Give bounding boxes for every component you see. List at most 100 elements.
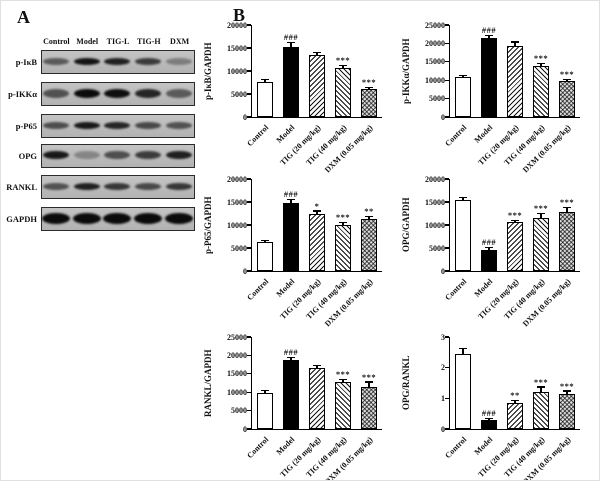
bar-dxm-0-05-mg-kg (559, 212, 575, 271)
lane-header-control: Control (43, 37, 70, 46)
y-tick-label: 2 (441, 363, 445, 373)
protein-band (135, 57, 162, 65)
error-bar-cap (459, 196, 467, 198)
significance-marker: *** (335, 212, 351, 223)
blot-row-label-p-ikk: p-IKKα (8, 89, 37, 99)
error-bar (368, 88, 370, 90)
y-tick-mark (247, 116, 251, 118)
bar-control (455, 353, 471, 429)
error-bar-cap (365, 87, 373, 89)
protein-band (73, 182, 100, 190)
bar-model (283, 202, 299, 271)
y-tick-mark (247, 354, 251, 356)
error-bar (566, 391, 568, 394)
y-tick-label: 5000 (231, 406, 247, 416)
protein-band (73, 121, 100, 129)
bar-tig-20-mg-kg (309, 213, 325, 271)
protein-band (42, 182, 69, 190)
significance-marker: *** (533, 53, 549, 64)
y-tick-label: 15000 (425, 197, 445, 207)
error-bar-cap (537, 62, 545, 65)
bar-tig-20-mg-kg (507, 402, 523, 429)
error-bar (290, 358, 292, 360)
y-tick-mark (445, 367, 449, 369)
error-bar (566, 208, 568, 213)
blot-strip-p-ikk (41, 82, 195, 106)
protein-band (42, 151, 69, 160)
error-bar-cap (511, 399, 519, 402)
significance-marker: * (314, 200, 320, 211)
protein-band (166, 88, 192, 98)
blot-row-label-p-p65: p-P65 (15, 121, 37, 131)
error-bar (462, 75, 464, 78)
y-tick-mark (247, 247, 251, 249)
bar-tig-40-mg-kg (335, 67, 351, 117)
error-bar (342, 380, 344, 382)
protein-band (166, 182, 192, 190)
protein-band (166, 121, 192, 129)
y-tick-label: 0 (243, 112, 247, 122)
y-tick-label: 20000 (227, 20, 247, 30)
plot-area: ### ** *** *** (449, 337, 580, 430)
bar-tig-20-mg-kg (507, 222, 523, 271)
western-blot-panel: Control Model TIG-L TIG-H DXM p-IκB p-IKKα p-P6… (1, 1, 236, 251)
chart-p-ikk-gapdh: p-IKKα/GAPDH 0 5000 10000 15000 20000 25000 ###… (397, 17, 597, 174)
protein-band (104, 88, 131, 98)
y-tick-mark (445, 270, 449, 272)
bar-tig-20-mg-kg (309, 55, 325, 117)
y-tick-label: 20000 (425, 174, 445, 184)
error-bar (488, 418, 490, 420)
error-bar-cap (485, 247, 493, 249)
error-bar-cap (537, 213, 545, 215)
bar-control (257, 392, 273, 429)
blot-strip-rankl (41, 175, 195, 199)
x-axis-labels: Control Model TIG (20 mg/kg) TIG (40 mg/kg)… (245, 118, 381, 174)
bar-dxm-0-05-mg-kg (559, 393, 575, 429)
y-axis-label: OPG/RANKL (401, 355, 411, 411)
y-tick-mark (247, 391, 251, 393)
y-tick-label: 5000 (231, 243, 247, 253)
y-tick-label: 25000 (425, 20, 445, 30)
y-tick-mark (247, 47, 251, 49)
y-tick-label: 15000 (227, 197, 247, 207)
y-tick-label: 3 (441, 332, 445, 342)
y-tick-label: 10000 (227, 220, 247, 230)
error-bar (264, 79, 266, 82)
bar-model (283, 47, 299, 117)
y-tick-mark (445, 201, 449, 203)
y-tick-mark (445, 116, 449, 118)
blot-strip-gapdh (41, 207, 195, 231)
protein-band (104, 151, 131, 160)
bar-dxm-0-05-mg-kg (559, 81, 575, 117)
protein-band (41, 212, 70, 224)
y-tick-label: 20000 (425, 38, 445, 48)
significance-marker: ### (283, 31, 299, 42)
error-bar-cap (261, 239, 269, 241)
y-tick-mark (445, 24, 449, 26)
bar-tig-40-mg-kg (533, 392, 549, 429)
y-tick-mark (445, 247, 449, 249)
protein-band (135, 88, 162, 98)
error-bar (290, 199, 292, 203)
protein-band (166, 57, 192, 65)
blot-row-label-gapdh: GAPDH (6, 214, 37, 224)
error-bar (514, 42, 516, 46)
y-tick-mark (445, 428, 449, 430)
significance-marker: ** (510, 390, 520, 401)
error-bar (316, 211, 318, 214)
y-tick-label: 0 (441, 424, 445, 434)
y-tick-label: 15000 (425, 57, 445, 67)
significance-marker: *** (533, 376, 549, 387)
error-bar-cap (339, 221, 347, 224)
lane-header-model: Model (76, 37, 99, 46)
error-bar (566, 80, 568, 82)
significance-marker: *** (361, 371, 377, 382)
y-tick-label: 1 (441, 393, 445, 403)
error-bar-cap (459, 74, 467, 76)
bar-tig-20-mg-kg (507, 45, 523, 117)
error-bar (540, 214, 542, 218)
y-tick-label: 25000 (227, 332, 247, 342)
plot-area: ### *** *** (449, 25, 580, 118)
